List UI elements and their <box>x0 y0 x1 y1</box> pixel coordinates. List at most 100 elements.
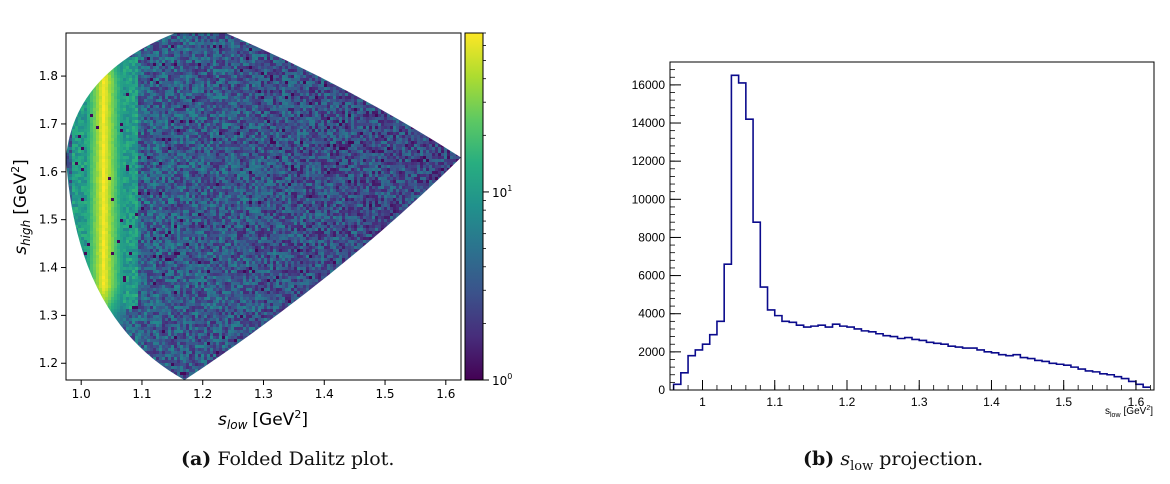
dalitz-cell <box>216 66 219 69</box>
dalitz-cell <box>159 39 162 42</box>
dalitz-cell <box>291 84 294 87</box>
dalitz-cell <box>186 39 189 42</box>
dalitz-cell <box>174 141 177 144</box>
dalitz-cell <box>177 36 180 39</box>
dalitz-cell <box>171 138 174 141</box>
dalitz-cell <box>333 102 336 105</box>
dalitz-cell <box>207 87 210 90</box>
dalitz-cell <box>171 87 174 90</box>
dalitz-cell <box>303 102 306 105</box>
dalitz-cell <box>207 120 210 123</box>
dalitz-cell <box>132 129 135 132</box>
dalitz-cell <box>204 63 207 66</box>
dalitz-cell <box>321 87 324 90</box>
dalitz-cell <box>333 144 336 147</box>
dalitz-cell <box>279 57 282 60</box>
dalitz-cell <box>207 90 210 93</box>
dalitz-cell <box>315 141 318 144</box>
dalitz-cell <box>147 69 150 72</box>
dalitz-cell <box>246 84 249 87</box>
dalitz-cell <box>123 96 126 99</box>
dalitz-cell <box>342 117 345 120</box>
dalitz-cell <box>348 138 351 141</box>
dalitz-cell <box>240 84 243 87</box>
dalitz-cell <box>96 105 99 108</box>
dalitz-cell <box>297 105 300 108</box>
dalitz-cell <box>204 102 207 105</box>
dalitz-cell <box>246 144 249 147</box>
dalitz-cell <box>246 96 249 99</box>
dalitz-cell <box>222 36 225 39</box>
dalitz-cell <box>135 54 138 57</box>
dalitz-cell <box>129 75 132 78</box>
dalitz-cell <box>267 141 270 144</box>
dalitz-cell <box>192 57 195 60</box>
dalitz-cell <box>171 72 174 75</box>
dalitz-cell <box>135 111 138 114</box>
dalitz-cell <box>384 135 387 138</box>
dalitz-cell <box>153 48 156 51</box>
dalitz-cell <box>213 108 216 111</box>
dalitz-cell <box>117 141 120 144</box>
dalitz-cell <box>225 138 228 141</box>
dalitz-cell <box>207 93 210 96</box>
dalitz-cell <box>261 135 264 138</box>
dalitz-cell <box>144 141 147 144</box>
dalitz-cell <box>108 132 111 135</box>
dalitz-cell <box>231 132 234 135</box>
dalitz-cell <box>216 54 219 57</box>
dalitz-cell <box>144 51 147 54</box>
dalitz-cell <box>225 141 228 144</box>
dalitz-cell <box>294 81 297 84</box>
dalitz-cell <box>309 81 312 84</box>
dalitz-cell <box>339 117 342 120</box>
dalitz-cell <box>111 111 114 114</box>
dalitz-cell <box>240 60 243 63</box>
dalitz-cell <box>228 90 231 93</box>
dalitz-cell <box>177 45 180 48</box>
dalitz-cell <box>354 141 357 144</box>
dalitz-cell <box>225 102 228 105</box>
dalitz-cell <box>150 93 153 96</box>
dalitz-cell <box>141 78 144 81</box>
dalitz-cell <box>291 144 294 147</box>
dalitz-cell <box>180 39 183 42</box>
dalitz-cell <box>255 93 258 96</box>
dalitz-cell <box>255 66 258 69</box>
dalitz-cell <box>240 42 243 45</box>
dalitz-cell <box>354 96 357 99</box>
dalitz-cell <box>408 135 411 138</box>
dalitz-cell <box>180 36 183 39</box>
dalitz-cell <box>162 117 165 120</box>
dalitz-cell <box>192 39 195 42</box>
dalitz-cell <box>138 120 141 123</box>
dalitz-cell <box>147 72 150 75</box>
dalitz-cell <box>255 111 258 114</box>
dalitz-cell <box>423 135 426 138</box>
dalitz-cell <box>204 48 207 51</box>
dalitz-cell <box>345 129 348 132</box>
dalitz-cell <box>249 48 252 51</box>
dalitz-cell <box>255 51 258 54</box>
dalitz-cell <box>141 96 144 99</box>
dalitz-cell <box>279 105 282 108</box>
dalitz-cell <box>111 114 114 117</box>
dalitz-cell <box>285 120 288 123</box>
dalitz-cell <box>90 111 93 114</box>
dalitz-cell <box>135 105 138 108</box>
dalitz-cell <box>396 120 399 123</box>
dalitz-cell <box>327 96 330 99</box>
dalitz-cell <box>309 90 312 93</box>
dalitz-cell <box>174 120 177 123</box>
dalitz-cell <box>225 78 228 81</box>
dalitz-cell <box>213 36 216 39</box>
dalitz-cell <box>378 138 381 141</box>
dalitz-cell <box>168 36 171 39</box>
dalitz-cell <box>189 75 192 78</box>
dalitz-cell <box>246 45 249 48</box>
dalitz-cell <box>234 78 237 81</box>
dalitz-cell <box>210 117 213 120</box>
dalitz-cell <box>201 111 204 114</box>
dalitz-cell <box>237 144 240 147</box>
dalitz-cell <box>288 138 291 141</box>
